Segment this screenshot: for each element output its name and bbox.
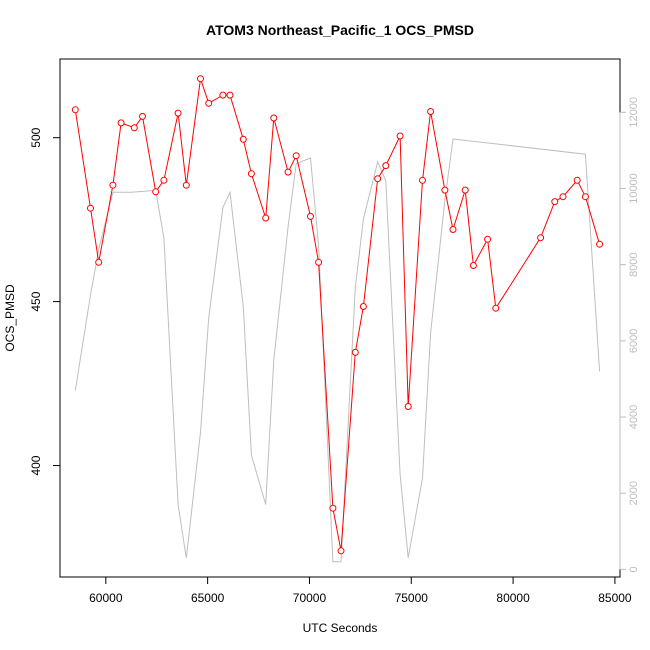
data-point <box>581 193 589 201</box>
data-point <box>174 109 182 117</box>
y2-tick-label: 12000 <box>628 97 640 128</box>
chart-title: ATOM3 Northeast_Pacific_1 OCS_PMSD <box>206 22 474 38</box>
data-point <box>419 176 426 184</box>
data-point <box>404 403 412 410</box>
data-point <box>117 119 125 127</box>
y-axis-label: OCS_PMSD <box>3 284 17 352</box>
data-point <box>441 186 449 194</box>
data-point <box>239 135 247 143</box>
data-point <box>139 112 146 120</box>
x-tick-label: 65000 <box>191 591 225 605</box>
y-tick-label: 500 <box>29 127 43 147</box>
y2-tick-label: 4000 <box>628 405 640 429</box>
data-point <box>329 504 337 512</box>
data-point <box>71 106 79 114</box>
series-right-axis <box>74 138 601 563</box>
data-point <box>307 212 314 220</box>
data-point <box>484 235 492 243</box>
y2-tick-label: 8000 <box>628 252 640 276</box>
plot-frame <box>59 58 621 578</box>
data-point <box>537 234 545 242</box>
y-axis-left: 400 450 500 <box>29 127 61 476</box>
data-point <box>492 304 500 312</box>
right-series-line <box>74 138 601 563</box>
data-point <box>182 181 190 189</box>
data-point <box>374 175 382 183</box>
data-point <box>449 226 457 233</box>
data-point <box>130 124 138 132</box>
data-point <box>396 132 404 140</box>
x-axis: 60000 65000 70000 75000 80000 85000 <box>89 576 632 605</box>
data-point <box>95 258 103 266</box>
x-tick-label: 60000 <box>89 591 123 605</box>
y2-tick-label: 10000 <box>628 173 640 204</box>
data-point <box>573 176 581 184</box>
y2-tick-label: 2000 <box>628 481 640 505</box>
data-point <box>160 176 168 184</box>
y2-tick-label: 6000 <box>628 329 640 353</box>
data-point <box>351 348 359 356</box>
data-point <box>109 181 117 189</box>
y-axis-right: 0 2000 4000 6000 8000 10000 12000 <box>619 97 640 572</box>
data-point <box>247 170 255 178</box>
data-point <box>270 114 278 122</box>
data-point <box>226 91 234 99</box>
y2-tick-label: 0 <box>628 566 640 572</box>
data-point <box>315 258 323 266</box>
data-point <box>337 547 345 555</box>
y-tick-label: 450 <box>29 291 43 311</box>
data-point <box>197 75 204 83</box>
data-point <box>359 303 367 310</box>
data-point <box>382 162 390 170</box>
data-point <box>205 99 213 107</box>
series-left-axis <box>71 75 604 555</box>
x-tick-label: 85000 <box>598 591 632 605</box>
x-tick-label: 80000 <box>496 591 530 605</box>
data-point <box>87 204 94 212</box>
data-point <box>461 186 469 194</box>
data-point <box>262 214 270 222</box>
left-series-line <box>74 78 601 551</box>
x-axis-label: UTC Seconds <box>303 621 378 635</box>
data-point <box>219 91 227 99</box>
x-tick-label: 70000 <box>293 591 327 605</box>
data-point <box>427 108 435 115</box>
data-point <box>559 193 567 201</box>
y-tick-label: 400 <box>29 455 43 475</box>
data-point <box>292 152 300 160</box>
data-point <box>152 188 160 196</box>
data-point <box>284 168 292 176</box>
data-point <box>551 198 559 206</box>
data-point <box>469 262 477 269</box>
data-point <box>596 240 604 248</box>
x-tick-label: 75000 <box>395 591 429 605</box>
